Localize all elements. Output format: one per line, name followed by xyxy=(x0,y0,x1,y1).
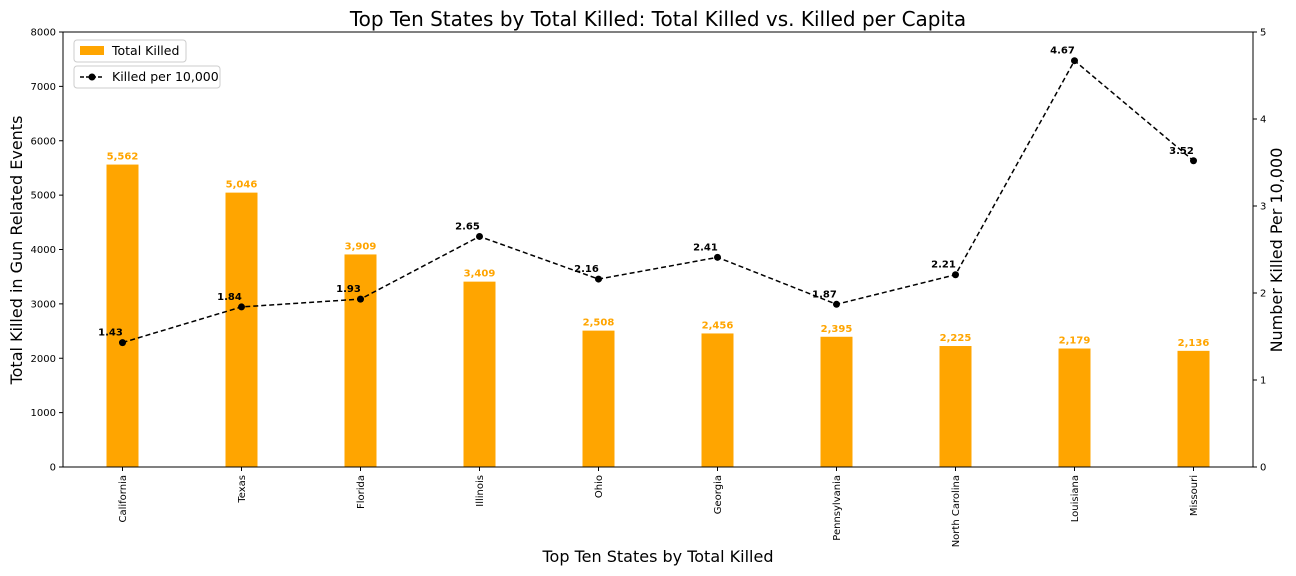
bar-data-label: 2,456 xyxy=(702,320,734,331)
y-tick-label: 5000 xyxy=(31,191,56,202)
per-capita-label: 1.43 xyxy=(98,328,123,339)
bar-ohio xyxy=(582,330,615,467)
bar-data-label: 2,508 xyxy=(583,318,615,329)
x-axis-label: Top Ten States by Total Killed xyxy=(542,547,774,566)
line-layer: 1.43 1.84 1.93 2.65 2.16 2.41 1.87 2.21 4.67 3.52 xyxy=(98,46,1197,347)
y-tick-label: 8000 xyxy=(31,28,56,39)
per-capita-point xyxy=(714,253,721,261)
bar-louisiana xyxy=(1058,348,1091,467)
bar-data-label: 3,909 xyxy=(345,241,377,252)
y2-tick-label: 3 xyxy=(1260,202,1266,213)
per-capita-point xyxy=(1071,57,1078,65)
per-capita-point xyxy=(238,303,245,311)
per-capita-point xyxy=(595,275,602,283)
bar-illinois xyxy=(463,281,496,467)
legend-label-total: Total Killed xyxy=(111,43,179,58)
bar-florida xyxy=(344,254,377,467)
x-tick-label: Missouri xyxy=(1189,475,1200,516)
legend: Total Killed Killed per 10,000 xyxy=(73,39,221,89)
per-capita-label: 1.87 xyxy=(812,289,837,300)
y-tick-label: 4000 xyxy=(31,245,56,256)
per-capita-label: 2.41 xyxy=(693,242,718,253)
y2-tick-label: 2 xyxy=(1260,289,1266,300)
y2-tick-label: 1 xyxy=(1260,376,1266,387)
x-tick-label: Pennsylvania xyxy=(832,475,843,541)
x-tick-label: Florida xyxy=(356,475,367,509)
per-capita-label: 2.16 xyxy=(574,264,599,275)
x-tick-label: Georgia xyxy=(713,475,724,514)
axes-layer: 0 1000 2000 3000 4000 5000 6000 7000 8000 0 1 2 3 4 5 C… xyxy=(31,28,1267,548)
per-capita-label: 1.84 xyxy=(217,292,242,303)
bars-layer: 5,562 5,046 3,909 3,409 2,508 2,456 2,395 2,225… xyxy=(106,152,1210,467)
bar-data-label: 2,179 xyxy=(1059,336,1091,347)
bar-texas xyxy=(225,192,258,467)
y-axis-label: Total Killed in Gun Related Events xyxy=(7,116,26,386)
bar-data-label: 5,046 xyxy=(226,180,258,191)
legend-swatch-marker xyxy=(88,73,96,81)
y2-tick-label: 4 xyxy=(1260,115,1266,126)
per-capita-label: 2.21 xyxy=(931,260,956,271)
per-capita-label: 2.65 xyxy=(455,221,480,232)
bar-data-label: 2,395 xyxy=(821,324,853,335)
y-tick-label: 3000 xyxy=(31,299,56,310)
chart-title: Top Ten States by Total Killed: Total Ki… xyxy=(349,7,966,31)
per-capita-label: 4.67 xyxy=(1050,46,1075,57)
x-tick-label: North Carolina xyxy=(951,475,962,547)
legend-label-percapita: Killed per 10,000 xyxy=(112,69,219,84)
per-capita-label: 1.93 xyxy=(336,284,361,295)
bar-data-label: 3,409 xyxy=(464,269,496,280)
per-capita-point xyxy=(1190,157,1197,165)
per-capita-point xyxy=(357,295,364,303)
per-capita-point xyxy=(476,232,483,240)
x-tick-label: Ohio xyxy=(594,475,605,498)
legend-box-2 xyxy=(73,65,221,89)
bar-north-carolina xyxy=(939,346,972,467)
legend-swatch-bar xyxy=(80,46,104,55)
y-tick-label: 0 xyxy=(50,463,56,474)
y-tick-label: 7000 xyxy=(31,82,56,93)
per-capita-point xyxy=(833,300,840,308)
x-tick-label: Louisiana xyxy=(1070,475,1081,522)
bar-california xyxy=(106,164,139,467)
bar-georgia xyxy=(701,333,734,467)
y-tick-label: 1000 xyxy=(31,408,56,419)
per-capita-label: 3.52 xyxy=(1169,146,1194,157)
legend-box-1 xyxy=(73,39,187,63)
per-capita-point xyxy=(952,271,959,279)
x-tick-label: California xyxy=(118,475,129,523)
bar-pennsylvania xyxy=(820,336,853,467)
per-capita-line xyxy=(122,59,1194,344)
y2-tick-label: 5 xyxy=(1260,28,1266,39)
bar-data-label: 5,562 xyxy=(107,152,139,163)
y2-tick-label: 0 xyxy=(1260,463,1266,474)
bar-data-label: 2,225 xyxy=(940,333,972,344)
x-tick-label: Texas xyxy=(237,475,248,504)
x-tick-label: Illinois xyxy=(475,475,486,507)
bar-data-label: 2,136 xyxy=(1178,338,1210,349)
y-tick-label: 6000 xyxy=(31,136,56,147)
bar-missouri xyxy=(1177,350,1210,467)
per-capita-point xyxy=(119,339,126,347)
y-tick-label: 2000 xyxy=(31,354,56,365)
y2-axis-label: Number Killed Per 10,000 xyxy=(1267,148,1286,353)
